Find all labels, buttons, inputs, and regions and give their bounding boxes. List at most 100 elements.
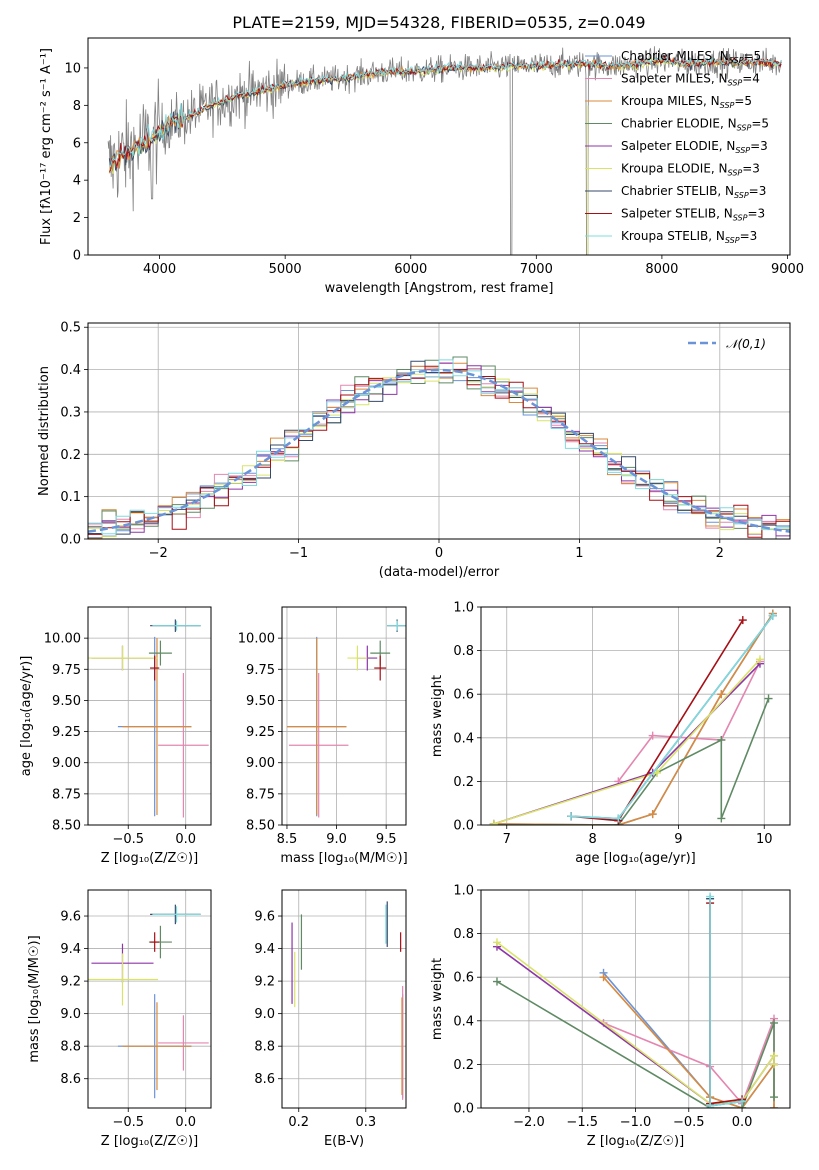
plot-area-mass_vs_EBV [291,901,404,1100]
series-kroupa-elodie [489,655,764,825]
y-tick-label: 1.0 [453,601,474,616]
y-tick-label: 9.4 [254,942,275,957]
legend-nssp: =5 [751,117,769,131]
legend-label-kroupa-miles: Kroupa MILES, NSSP=5 [621,94,752,110]
y-tick-label: 10.00 [44,632,81,647]
model-line-kroupa-stelib [109,56,782,168]
errorbar-kroupa-miles [122,1002,192,1091]
y-tick-label: 9.25 [246,725,275,740]
axes-frame [281,889,407,1109]
y-tick-label: 0.0 [453,819,474,834]
y-tick-label: 0.4 [453,731,474,746]
y-tick-label: 1.0 [453,884,474,899]
legend-label-chabrier-elodie: Chabrier ELODIE, NSSP=5 [621,117,769,133]
legend-label-kroupa-elodie: Kroupa ELODIE, NSSP=3 [621,162,760,178]
x-tick-label: 0 [435,546,443,561]
normal-curve [88,368,790,533]
y-tick-label: 4 [73,174,81,189]
legend-nssp: =3 [742,162,760,176]
legend-label-normal: 𝒩(0,1) [726,337,766,351]
errorbar-kroupa-elodie [88,645,159,671]
legend-label-chabrier-stelib: Chabrier STELIB, NSSP=3 [621,184,766,200]
x-tick-label: 1 [575,546,583,561]
errorbar-salpeter-miles [158,673,209,818]
axes-mass_vs_EBV: 0.2 0.3 8.6 8.8 9.0 9.2 9.4 9.6 E(B-V) [254,889,407,1149]
y-tick-label: 0.0 [453,1102,474,1117]
y-tick-label: 0.2 [453,1058,474,1073]
x-tick-label: 8000 [645,262,678,277]
legend-label-kroupa-stelib: Kroupa STELIB, NSSP=3 [621,229,757,245]
x-tick-label: 2 [716,546,724,561]
legend-text: Chabrier MILES, N [621,49,729,63]
x-tick-label: 9.5 [376,832,397,847]
x-tick-label: 7000 [520,262,553,277]
axes-massweight_vs_Z: −2.0 −1.5 −1.0 −0.5 0.0 0.0 0.2 0.4 0.6 0.8 1.0 Z [… [430,884,791,1149]
x-tick-label: −1.0 [620,1115,652,1130]
y-axis-label: mass weight [430,675,445,757]
axes-spectrum: 4000 5000 6000 7000 8000 9000 0 2 4 6 8 10 wavelengt… [39,37,804,296]
y-tick-label: 9.50 [52,694,81,709]
x-tick-label: −0.5 [112,1115,144,1130]
x-axis-label: E(B-V) [324,1134,364,1149]
errorbar-kroupa-miles [286,638,347,816]
y-tick-label: 0.2 [453,775,474,790]
y-tick-label: 10.00 [238,632,275,647]
plot-area-mass_vs_Z [88,904,209,1099]
axes-frame [87,889,212,1109]
axes-mass_vs_Z: −0.5 0.0 8.6 8.8 9.0 9.2 9.4 9.6 Z [log₁₀(Z/Z☉)]… [27,889,212,1149]
x-tick-label: 5000 [269,262,302,277]
plot-layer: 4000 5000 6000 7000 8000 90000246810wavelengt… [19,37,804,1149]
y-tick-label: 9.75 [52,663,81,678]
legend-text: Kroupa MILES, N [621,94,720,108]
legend-text: Chabrier ELODIE, N [621,117,737,131]
y-tick-label: 0.1 [60,490,81,505]
figure-title: PLATE=2159, MJD=54328, FIBERID=0535, z=0… [232,13,645,32]
legend-label-chabrier-miles: Chabrier MILES, NSSP=5 [621,49,761,65]
legend-text: Chabrier STELIB, N [621,184,734,198]
errorbar-kroupa-stelib [152,620,201,631]
y-tick-label: 6 [73,136,81,151]
x-axis-label: wavelength [Angstrom, rest frame] [325,281,554,296]
legend-label-salpeter-miles: Salpeter MILES, NSSP=4 [621,72,760,88]
axes-age_vs_mass: 8.5 9.0 9.5 8.50 8.75 9.00 9.25 9.50 9.75 10.00 ma… [238,606,408,866]
y-tick-label: 8.50 [246,819,275,834]
series-line [493,698,770,825]
y-tick-label: 0 [73,249,81,264]
axes-massweight_vs_age: 7 8 9 10 0.0 0.2 0.4 0.6 0.8 1.0 age [log₁₀(age/yr… [430,601,791,866]
legend-nssp: =5 [743,49,761,63]
plot-area-age_vs_Z [88,619,209,818]
y-axis-label: Flux [fλ10⁻¹⁷ erg cm⁻² s⁻¹ A⁻¹] [39,48,54,245]
x-tick-label: 9.0 [326,832,347,847]
errorbar-kroupa-elodie [88,953,159,1006]
x-tick-label: −1.5 [566,1115,598,1130]
y-axis-label: mass [log₁₀(M/M☉)] [27,935,42,1062]
y-tick-label: 0.6 [453,688,474,703]
legend-text: Kroupa STELIB, N [621,229,725,243]
plot-area-spectrum [107,46,782,255]
y-tick-label: 9.75 [246,663,275,678]
y-tick-label: 0.2 [60,448,81,463]
y-tick-label: 0.4 [60,363,81,378]
y-tick-label: 9.50 [246,694,275,709]
x-tick-label: 8.5 [277,832,298,847]
legend-nssp: =3 [740,229,758,243]
y-tick-label: 8.8 [254,1040,275,1055]
x-tick-label: 10 [756,832,773,847]
errorbar-salpeter-stelib [150,932,160,952]
x-axis-label: Z [log₁₀(Z/Z☉)] [101,851,198,866]
x-tick-label: 6000 [394,262,427,277]
legend-nssp: =3 [747,207,765,221]
model-line-salpeter-stelib [109,54,782,172]
legend-subscript: SSP [725,236,740,245]
y-axis-label: Normed distribution [37,366,52,496]
legend-subscript: SSP [733,214,748,223]
y-tick-label: 0.8 [453,927,474,942]
x-axis-label: mass [log₁₀(M/M☉)] [280,851,407,866]
series-chabrier-elodie [492,977,779,1108]
errorbar-chabrier-elodie [148,640,172,666]
legend-nssp: =5 [734,94,752,108]
series-line [496,980,775,1108]
legend-nssp: =3 [750,139,768,153]
